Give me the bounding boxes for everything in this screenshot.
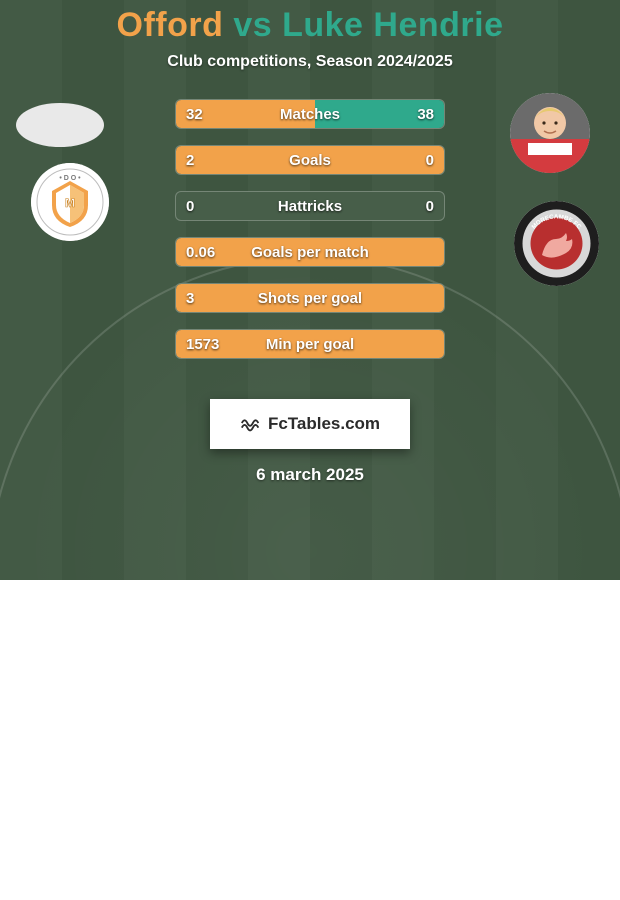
stat-value-right — [424, 238, 444, 266]
comparison-bars: Matches3238Goals20Hattricks00Goals per m… — [175, 99, 445, 375]
title-vs: vs — [223, 6, 282, 44]
subtitle: Club competitions, Season 2024/2025 — [0, 53, 620, 71]
svg-text:M: M — [65, 196, 75, 210]
stat-value-right: 38 — [407, 100, 444, 128]
stat-row: Goals2 0 — [175, 145, 445, 175]
stat-value-left: 0.06 — [176, 238, 225, 266]
title-player-b: Luke Hendrie — [282, 6, 503, 44]
comparison-stage: • D O • M MORECAMBE FC Matches3238Goals2… — [0, 99, 620, 379]
morecambe-badge-icon: MORECAMBE FC — [514, 201, 599, 286]
stat-row: Min per goal1573 — [175, 329, 445, 359]
stat-value-right — [424, 284, 444, 312]
brand-strip: FcTables.com — [210, 399, 410, 449]
mk-badge-icon: • D O • M — [31, 163, 109, 241]
player-a-photo — [16, 103, 104, 147]
stat-row: Goals per match0.06 — [175, 237, 445, 267]
infographic-root: Offord vs Luke Hendrie Club competitions… — [0, 0, 620, 580]
page-title: Offord vs Luke Hendrie — [0, 0, 620, 45]
brand-text: FcTables.com — [268, 414, 380, 434]
stat-value-left: 3 — [176, 284, 204, 312]
stat-row: Hattricks0 0 — [175, 191, 445, 221]
svg-text:• D O •: • D O • — [59, 175, 81, 182]
stat-label: Goals — [176, 146, 444, 174]
stat-label: Matches — [176, 100, 444, 128]
stat-label: Shots per goal — [176, 284, 444, 312]
title-player-a: Offord — [117, 6, 224, 44]
stat-row: Shots per goal3 — [175, 283, 445, 313]
player-b-illustration — [510, 93, 590, 173]
stat-value-right: 0 — [416, 146, 444, 174]
stat-value-left: 32 — [176, 100, 213, 128]
stat-row: Matches32 38 — [175, 99, 445, 129]
player-a-club-badge: • D O • M — [31, 163, 109, 241]
stat-label: Hattricks — [176, 192, 444, 220]
stat-value-right — [424, 330, 444, 358]
stat-value-right: 0 — [416, 192, 444, 220]
brand-wave-icon — [240, 413, 262, 435]
stat-value-left: 0 — [176, 192, 204, 220]
player-b-club-badge: MORECAMBE FC — [514, 201, 599, 286]
stat-value-left: 2 — [176, 146, 204, 174]
stat-value-left: 1573 — [176, 330, 229, 358]
player-b-photo — [510, 93, 590, 173]
date-label: 6 march 2025 — [0, 465, 620, 485]
